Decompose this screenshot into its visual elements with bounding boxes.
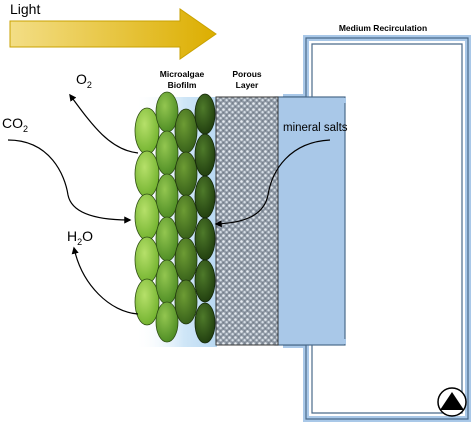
algae-cell [134, 236, 160, 284]
algae-cell [174, 151, 198, 197]
algae-cell [155, 259, 179, 305]
co2-label: CO2 [2, 115, 28, 134]
algae-cell [134, 193, 160, 241]
algae-cell [134, 107, 160, 155]
algae-cell [155, 216, 179, 262]
algae-cell [194, 93, 216, 135]
algae-cell [174, 237, 198, 283]
algae-cell [174, 108, 198, 154]
microalgae-biofilm [134, 91, 216, 344]
h2o-label: H2O [67, 228, 93, 247]
biofilm-label-line2: Biofilm [168, 80, 197, 90]
algae-cell [194, 175, 216, 219]
algae-cell [194, 133, 216, 177]
porous-layer [215, 96, 279, 346]
algae-cell [194, 217, 216, 261]
medium-reservoir [274, 96, 346, 346]
algae-cell [134, 278, 160, 326]
algae-cell [155, 91, 179, 133]
algae-cell [155, 301, 179, 343]
pump-triangle-icon [440, 392, 464, 410]
pipe-outer-outline [283, 37, 469, 420]
algae-cell [174, 279, 198, 325]
porous-label-line1: Porous [232, 69, 262, 79]
algae-cell [194, 259, 216, 303]
algae-cell [194, 302, 216, 344]
algae-cell [174, 194, 198, 240]
algae-cell [134, 150, 160, 198]
mineral-salts-label: mineral salts [283, 122, 348, 134]
light-arrow [9, 8, 217, 60]
algae-cell [155, 173, 179, 219]
o2-label: O2 [76, 71, 92, 90]
algae-cell [155, 130, 179, 176]
porous-label-line2: Layer [236, 80, 259, 90]
pump [437, 387, 467, 417]
biofilm-label-line1: Microalgae [160, 69, 205, 79]
medium-recirculation-label: Medium Recirculation [339, 23, 427, 33]
co2-arrow [7, 139, 132, 224]
h2o-arrow [71, 246, 139, 315]
mineral-salts-arrow [214, 139, 331, 228]
light-label: Light [10, 1, 40, 17]
o2-arrow [69, 93, 139, 154]
